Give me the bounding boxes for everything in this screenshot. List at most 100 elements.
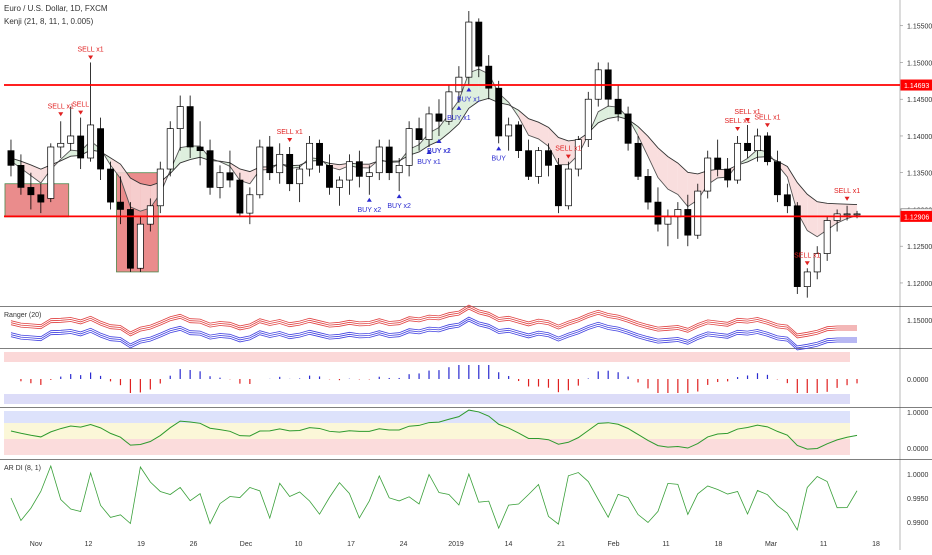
panel-tick-label: 1.0000 — [907, 410, 929, 417]
panel-tick-label: 0.9900 — [907, 520, 929, 527]
panel-tick-label: 1.15000 — [907, 318, 932, 325]
ribbon-segment — [130, 177, 141, 212]
time-tick-label: 19 — [137, 541, 145, 548]
time-tick-label: Feb — [607, 541, 619, 548]
ribbon-segment — [229, 162, 240, 181]
candle-body — [764, 135, 771, 163]
candle-body — [485, 65, 493, 89]
buy-label: BUY x2 — [427, 148, 451, 155]
candle-body — [475, 21, 483, 67]
ribbon-segment — [667, 156, 678, 195]
tdi-bottom-band — [4, 439, 850, 455]
candle-body — [246, 194, 254, 214]
candle-body — [166, 128, 174, 170]
candle-body — [684, 209, 692, 236]
ribbon-segment — [518, 110, 529, 136]
time-tick-label: 18 — [872, 541, 880, 548]
ribbon-segment — [548, 127, 559, 165]
buy-label: BUY x1 — [457, 97, 481, 104]
panel-tick-label: 0.9950 — [907, 496, 929, 503]
symbol-title: Euro / U.S. Dollar, 1D, FXCM — [4, 4, 108, 13]
candle-body — [286, 153, 294, 185]
sell-arrow — [844, 196, 850, 201]
time-tick-label: 24 — [400, 541, 408, 548]
sell-label: SELL x1 — [734, 109, 760, 116]
sell-label: SELL x1 — [794, 252, 820, 259]
candle-body — [385, 146, 393, 174]
candle-body — [724, 168, 732, 181]
sell-arrow — [287, 137, 293, 142]
sell-arrow — [745, 117, 751, 122]
panel-tick-label: 1.0000 — [907, 472, 929, 479]
msi-bottom-band — [4, 394, 850, 404]
buy-label: BUY x2 — [357, 207, 381, 214]
candle-body — [574, 139, 582, 170]
candle-body — [435, 113, 443, 122]
candle-body — [754, 135, 761, 152]
time-tick-label: 11 — [820, 541, 827, 548]
candle-body — [306, 142, 314, 170]
indicator-title: Kenji (21, 8, 11, 1, 0.005) — [4, 17, 94, 26]
candle-body — [843, 213, 851, 216]
candle-body — [345, 161, 353, 181]
candle-body — [704, 157, 712, 192]
candle-body — [186, 106, 194, 148]
price-badge — [900, 79, 932, 91]
candle-body — [525, 150, 532, 177]
candle-body — [415, 128, 423, 140]
time-tick-label: 10 — [295, 541, 303, 548]
sell-label: SELL x1 — [724, 118, 750, 125]
candle-layer[interactable] — [7, 11, 861, 298]
sell-arrow — [764, 123, 770, 128]
candle-body — [276, 153, 284, 174]
buy-label: BUY x1 — [417, 159, 441, 166]
candle-body — [405, 128, 413, 166]
candle-body — [316, 142, 323, 166]
candle-body — [495, 87, 503, 137]
candle-body — [694, 190, 702, 236]
candle-body — [236, 179, 244, 214]
buy-arrow — [466, 87, 472, 92]
candle-body — [395, 165, 403, 174]
ribbon-segment — [448, 100, 459, 133]
ribbon-slow-line — [10, 97, 858, 205]
ranger-band — [10, 306, 858, 337]
time-tick-label: Nov — [30, 541, 43, 548]
ribbon-segment — [20, 161, 31, 176]
candle-body — [545, 150, 552, 166]
candle-body — [853, 213, 861, 216]
candle-body — [465, 21, 473, 78]
candle-body — [47, 146, 55, 199]
candle-body — [216, 172, 224, 188]
candle-body — [196, 146, 204, 152]
time-tick-label: 18 — [715, 541, 723, 548]
candle-body — [336, 179, 343, 188]
ribbon-segment — [468, 69, 479, 109]
ranger-band — [10, 304, 858, 335]
candle-body — [365, 172, 373, 177]
candle-body — [375, 146, 383, 174]
candle-body — [584, 98, 592, 140]
ribbon-segment — [648, 136, 658, 178]
panel-tick-label: 0.0000 — [907, 446, 929, 453]
axis-layer: 1.155001.150001.145001.140001.135001.130… — [30, 24, 932, 548]
ribbon-segment — [558, 137, 569, 165]
candle-body — [734, 142, 742, 181]
candle-body — [425, 113, 433, 140]
candle-body — [57, 142, 65, 148]
candle-body — [505, 124, 513, 137]
time-tick-label: 2019 — [448, 541, 464, 548]
ranger-band — [10, 316, 858, 347]
candle-body — [87, 124, 95, 159]
buy-arrow — [436, 138, 442, 143]
candle-body — [614, 98, 622, 115]
candle-body — [445, 91, 453, 122]
sell-arrow — [58, 112, 64, 117]
sell-label: SELL x1 — [277, 129, 303, 136]
price-badge — [900, 210, 932, 222]
candle-body — [17, 165, 25, 188]
ribbon-segment — [528, 118, 539, 139]
candle-body — [117, 201, 124, 210]
